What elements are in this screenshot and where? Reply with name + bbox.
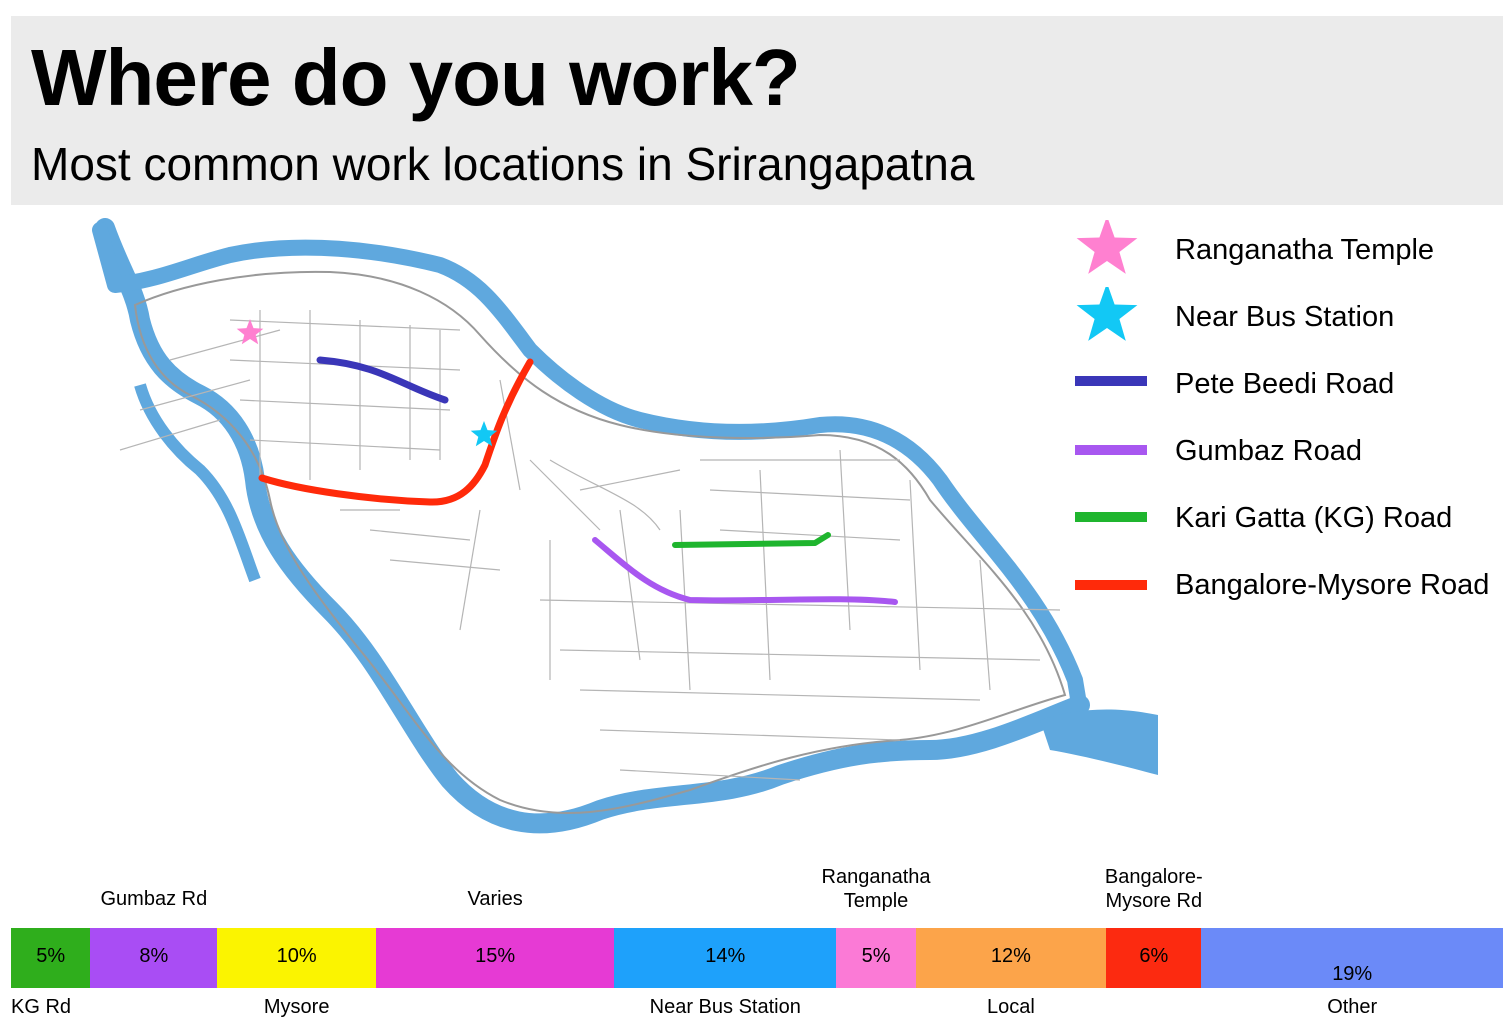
river-west-branch bbox=[134, 383, 261, 583]
header-panel: Where do you work? Most common work loca… bbox=[11, 16, 1503, 205]
legend-item-bangalore-mysore-road: Bangalore-Mysore Road bbox=[1070, 555, 1510, 615]
bar-segment: 12% bbox=[915, 928, 1107, 988]
segment-value-label: 19% bbox=[1332, 963, 1373, 985]
legend-item-kg-road: Kari Gatta (KG) Road bbox=[1070, 488, 1510, 548]
bus-station-star-icon bbox=[470, 421, 498, 447]
star-icon bbox=[1076, 287, 1138, 341]
bar-segment: 19% bbox=[1201, 928, 1503, 988]
line-swatch bbox=[1075, 445, 1147, 455]
star-icon bbox=[1076, 220, 1138, 274]
river-north-bank bbox=[92, 222, 1088, 718]
bar-segment: 10% bbox=[217, 928, 377, 988]
legend-item-pete-beedi-road: Pete Beedi Road bbox=[1070, 354, 1510, 414]
segment-value-label: 14% bbox=[705, 945, 746, 967]
segment-value-label: 15% bbox=[475, 945, 516, 967]
category-label: Mysore bbox=[263, 996, 330, 1018]
category-label: Other bbox=[1327, 996, 1378, 1018]
category-label: Gumbaz Rd bbox=[100, 888, 208, 910]
legend-label: Bangalore-Mysore Road bbox=[1175, 569, 1490, 601]
segment-value-label: 12% bbox=[990, 945, 1031, 967]
segment-value-label: 10% bbox=[276, 945, 317, 967]
category-label: Bangalore- Mysore Rd bbox=[1104, 866, 1203, 912]
legend-label: Pete Beedi Road bbox=[1175, 368, 1395, 400]
island-outline bbox=[133, 270, 1067, 815]
legend-label: Kari Gatta (KG) Road bbox=[1175, 502, 1453, 534]
page-subtitle: Most common work locations in Srirangapa… bbox=[31, 138, 975, 190]
river-channel bbox=[95, 218, 1090, 834]
legend-item-gumbaz-road: Gumbaz Road bbox=[1070, 421, 1510, 481]
category-label: KG Rd bbox=[11, 996, 72, 1018]
gumbaz-road bbox=[592, 537, 898, 605]
kg-road bbox=[672, 532, 831, 548]
street-network bbox=[119, 310, 1061, 781]
segment-value-label: 8% bbox=[139, 945, 169, 967]
ranganatha-temple-star-icon bbox=[236, 319, 264, 345]
bangalore-mysore-road bbox=[258, 358, 534, 506]
category-label: Near Bus Station bbox=[649, 996, 801, 1018]
line-swatch bbox=[1075, 376, 1147, 386]
category-label: Varies bbox=[467, 888, 523, 910]
bar-segment: 8% bbox=[90, 928, 218, 988]
river-east-mouth bbox=[1040, 709, 1158, 775]
legend-label: Near Bus Station bbox=[1175, 301, 1395, 333]
legend-label: Ranganatha Temple bbox=[1175, 234, 1435, 266]
bar-segment: 5% bbox=[11, 928, 91, 988]
line-swatch bbox=[1075, 512, 1147, 522]
segment-value-label: 5% bbox=[861, 945, 891, 967]
pete-beedi-road bbox=[316, 356, 449, 404]
river bbox=[92, 218, 1158, 834]
bar-segment: 14% bbox=[614, 928, 837, 988]
legend-item-near-bus-station: Near Bus Station bbox=[1070, 287, 1510, 347]
bar-segment: 15% bbox=[376, 928, 615, 988]
bar-segment: 5% bbox=[836, 928, 916, 988]
category-label: Ranganatha Temple bbox=[821, 866, 931, 912]
bar-segment: 6% bbox=[1106, 928, 1202, 988]
work-location-share-bar: 5% 8% 10% 15% 14% 5% 12% 6% 19% bbox=[11, 928, 1503, 988]
segment-value-label: 6% bbox=[1139, 945, 1169, 967]
segment-value-label: 5% bbox=[36, 945, 66, 967]
legend-item-ranganatha-temple: Ranganatha Temple bbox=[1070, 220, 1510, 280]
category-label: Local bbox=[987, 996, 1035, 1018]
page-title: Where do you work? bbox=[31, 33, 801, 122]
legend-label: Gumbaz Road bbox=[1175, 435, 1362, 467]
town-map bbox=[92, 218, 1158, 834]
line-swatch bbox=[1075, 580, 1147, 590]
